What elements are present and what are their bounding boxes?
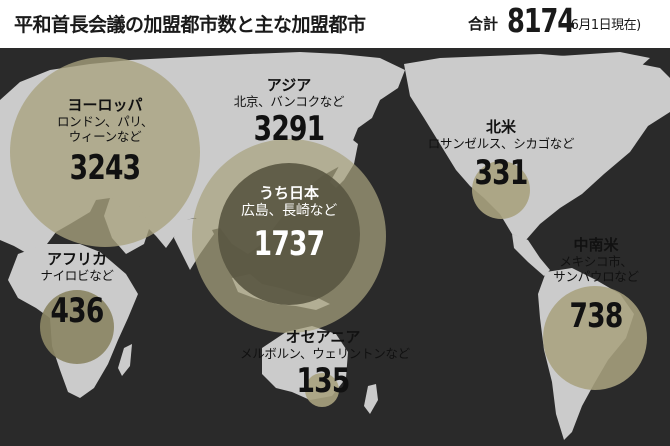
region-cities: 北京、バンコクなど (233, 94, 345, 109)
region-count: 1737 (253, 224, 325, 264)
region-cities: ロサンゼルス、シカゴなど (427, 136, 575, 151)
label-latin-america: 中南米 メキシコ市、 サンパウロなど 738 (528, 236, 664, 334)
region-count: 331 (474, 153, 528, 193)
new-zealand-landmass (364, 384, 378, 414)
label-asia: アジア 北京、バンコクなど 3291 (214, 76, 364, 147)
region-cities: メキシコ市、 (559, 254, 633, 269)
region-count: 738 (569, 296, 623, 336)
central-america-landmass (512, 234, 550, 276)
region-name: アジア (266, 76, 312, 94)
region-name: 北米 (485, 118, 516, 136)
oceania-circle (305, 373, 339, 407)
label-japan: うち日本 広島、長崎など 1737 (224, 184, 354, 262)
north-america-landmass (404, 54, 670, 240)
region-count: 3291 (253, 109, 325, 149)
label-europe: ヨーロッパ ロンドン、パリ、 ウィーンなど 3243 (42, 96, 168, 186)
total-value: 8174 (507, 1, 575, 40)
region-count: 436 (50, 291, 104, 331)
region-count: 135 (296, 361, 350, 401)
region-cities: メルボルン、ウェリントンなど (240, 346, 410, 361)
world-map: ヨーロッパ ロンドン、パリ、 ウィーンなど 3243 アジア 北京、バンコクなど… (0, 48, 670, 446)
region-name: アフリカ (46, 250, 107, 268)
africa-circle (40, 290, 114, 364)
total-date-note: (6月1日現在) (566, 18, 641, 33)
madagascar-landmass (118, 344, 132, 376)
region-count: 3243 (69, 148, 141, 188)
label-oceania: オセアニア メルボルン、ウェリントンなど 135 (240, 328, 410, 401)
world-map-graphic (0, 52, 670, 440)
region-circles (10, 57, 647, 407)
region-cities: ウィーンなど (68, 129, 142, 144)
europe-circle (10, 57, 200, 247)
region-cities: ナイロビなど (40, 268, 114, 283)
label-africa: アフリカ ナイロビなど 436 (22, 250, 132, 329)
region-cities: ロンドン、パリ、 (56, 114, 154, 129)
japan-circle (218, 163, 360, 305)
header: 平和首長会議の加盟都市数と主な加盟都市 合計 8174 (6月1日現在) (0, 0, 670, 48)
total-label: 合計 (468, 15, 499, 33)
label-north-america: 北米 ロサンゼルス、シカゴなど 331 (418, 118, 584, 191)
region-name: オセアニア (285, 328, 361, 346)
greenland-landmass (560, 52, 650, 82)
latin-america-circle (543, 286, 647, 390)
north-america-circle (472, 161, 530, 219)
region-cities: 広島、長崎など (241, 203, 337, 219)
map-title: 平和首長会議の加盟都市数と主な加盟都市 (14, 14, 366, 36)
region-name: ヨーロッパ (67, 96, 143, 114)
region-cities: サンパウロなど (553, 269, 639, 284)
region-name: うち日本 (258, 184, 319, 202)
region-name: 中南米 (573, 236, 619, 254)
